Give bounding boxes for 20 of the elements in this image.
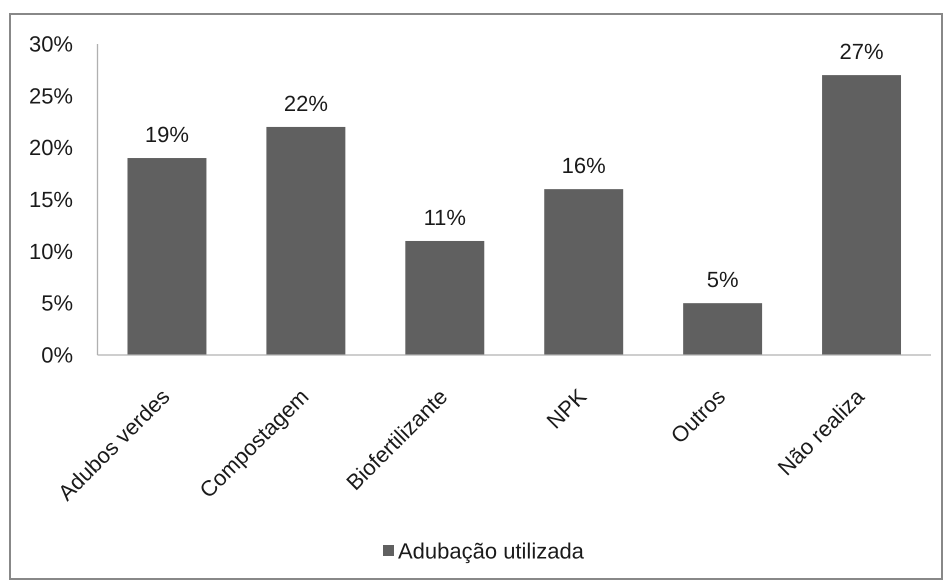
data-label: 5%: [706, 267, 739, 292]
y-tick-label: 10%: [28, 238, 73, 264]
data-label: 16%: [562, 153, 606, 178]
data-label: 22%: [284, 90, 328, 116]
bar: [544, 189, 624, 355]
bar: [822, 75, 902, 355]
bar: [127, 158, 206, 355]
data-label: 11%: [424, 204, 466, 230]
legend-label: Adubação utilizada: [398, 538, 585, 564]
y-tick-label: 20%: [28, 135, 73, 160]
y-tick-label: 0%: [41, 342, 73, 368]
y-tick-label: 5%: [41, 290, 73, 316]
y-tick-label: 25%: [28, 83, 73, 108]
y-tick-label: 15%: [28, 187, 73, 212]
y-tick-label: 30%: [28, 32, 73, 56]
data-label: 27%: [840, 39, 884, 64]
bar: [683, 303, 762, 355]
bar: [405, 240, 484, 355]
data-label: 19%: [144, 122, 189, 148]
bar: [266, 126, 346, 355]
